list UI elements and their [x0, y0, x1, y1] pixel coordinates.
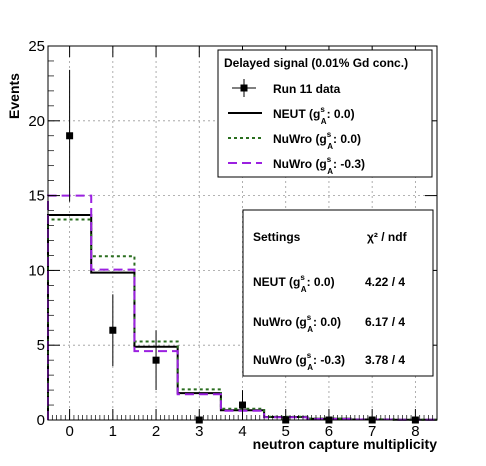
stats-row-label: NuWro (gs A: 0.0)	[253, 313, 341, 334]
x-tick-label: 7	[368, 423, 376, 440]
legend-entry-label: NuWro (gs A: 0.0)	[273, 130, 361, 151]
legend-entry-label: NuWro (gs A: -0.3)	[273, 155, 365, 176]
stats-box-frame	[242, 209, 434, 377]
x-tick-label: 2	[152, 423, 160, 440]
legend-entry-label: NEUT (gs A: 0.0)	[273, 105, 355, 126]
y-tick-label: 20	[28, 113, 45, 130]
x-axis-title: neutron capture multiplicity	[253, 436, 438, 452]
tick-labels: 0 1 2 3 4 5 6 7 8 0 5 10 15 20 25	[28, 38, 419, 440]
legend-title: Delayed signal (0.01% Gd conc.)	[224, 56, 408, 70]
y-tick-label: 15	[28, 188, 45, 205]
x-tick-label: 3	[195, 423, 203, 440]
chi2-stats-box: Settings χ² / ndf NEUT (gs A: 0.0) 4.22 / 4 N…	[242, 209, 434, 377]
stats-row-label: NuWro (gs A: -0.3)	[253, 351, 345, 372]
stats-header: Settings	[253, 230, 301, 244]
stats-row-value: 4.22 / 4	[365, 275, 405, 289]
x-tick-label: 0	[65, 423, 73, 440]
y-tick-label: 0	[37, 412, 45, 429]
axis-ticks	[47, 45, 438, 421]
x-tick-label: 8	[411, 423, 419, 440]
data-point	[66, 132, 74, 140]
data-point	[239, 401, 246, 409]
y-tick-label: 25	[28, 38, 45, 55]
legend-marker	[240, 84, 248, 92]
y-axis-title: Events	[6, 73, 22, 119]
stats-column-header: χ² / ndf	[367, 230, 408, 244]
legend: Delayed signal (0.01% Gd conc.) Run 11 da…	[217, 49, 433, 178]
stats-row-label: NEUT (gs A: 0.0)	[253, 273, 335, 294]
x-tick-label: 5	[282, 423, 290, 440]
y-tick-label: 5	[37, 337, 45, 354]
stats-row-value: 6.17 / 4	[365, 315, 405, 329]
x-tick-label: 4	[238, 423, 246, 440]
x-tick-label: 1	[109, 423, 117, 440]
data-point	[109, 326, 117, 334]
data-point	[152, 356, 160, 364]
legend-entry-label: Run 11 data	[273, 82, 341, 96]
x-tick-label: 6	[325, 423, 333, 440]
stats-row-value: 3.78 / 4	[365, 353, 405, 367]
y-tick-label: 10	[28, 262, 45, 279]
